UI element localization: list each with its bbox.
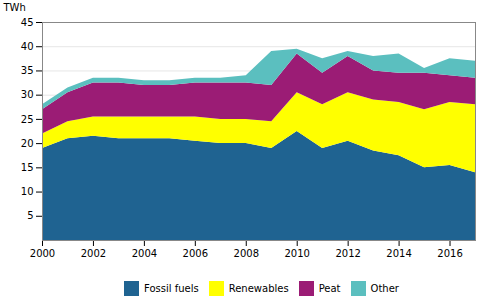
svg-text:45: 45 — [21, 17, 34, 28]
svg-text:20: 20 — [21, 138, 34, 149]
svg-text:25: 25 — [21, 114, 34, 125]
html-text:Peat: Peat — [318, 283, 341, 294]
svg-text:35: 35 — [21, 65, 34, 76]
svg-text:10: 10 — [21, 186, 34, 197]
svg-text:2000: 2000 — [30, 248, 55, 259]
svg-text:5: 5 — [27, 210, 33, 221]
html-text:Renewables: Renewables — [228, 283, 289, 294]
svg-text:2014: 2014 — [386, 248, 411, 259]
svg-text:2010: 2010 — [284, 248, 309, 259]
svg-text:2002: 2002 — [81, 248, 106, 259]
svg-text:15: 15 — [21, 162, 34, 173]
svg-text:2006: 2006 — [183, 248, 208, 259]
svg-text:2008: 2008 — [234, 248, 259, 259]
svg-text:2004: 2004 — [132, 248, 157, 259]
svg-text:2012: 2012 — [335, 248, 360, 259]
svg-text:2016: 2016 — [437, 248, 462, 259]
svg-text:40: 40 — [21, 41, 34, 52]
svg-text:TWh: TWh — [3, 2, 26, 13]
html-text:Fossil fuels: Fossil fuels — [144, 283, 199, 294]
html-text:Other: Other — [370, 283, 399, 294]
svg-text:30: 30 — [21, 89, 34, 100]
